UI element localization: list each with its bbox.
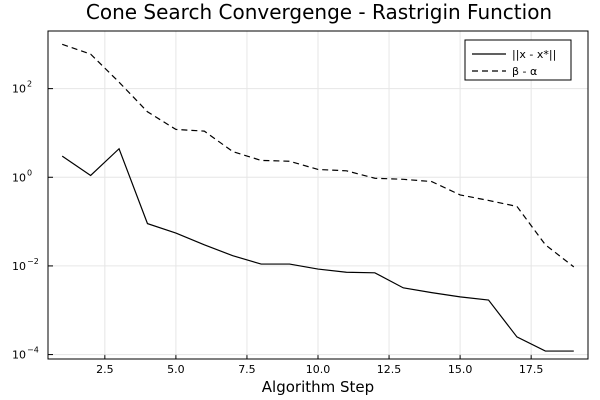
y-tick-label: 10 −2 xyxy=(12,257,39,273)
x-axis-label: Algorithm Step xyxy=(262,378,374,396)
x-tick-label: 15.0 xyxy=(448,363,473,376)
x-tick-label: 17.5 xyxy=(519,363,544,376)
x-tick-label: 12.5 xyxy=(377,363,402,376)
x-tick-labels: 2.5 5.0 7.5 10.0 12.5 15.0 17.5 xyxy=(96,363,543,376)
series-line-2 xyxy=(62,43,575,268)
series-line-1 xyxy=(61,147,574,352)
x-tick-label: 10.0 xyxy=(306,363,331,376)
legend-label: ||x - x*|| xyxy=(512,48,556,61)
y-tick-base: 10 xyxy=(12,83,26,96)
plot-frame xyxy=(47,30,589,360)
y-tick-exponent: −4 xyxy=(27,346,39,355)
legend-label: β - α xyxy=(512,65,537,78)
series-layer xyxy=(61,43,575,352)
y-tick-label: 10 2 xyxy=(12,80,32,96)
y-tick-label: 10 0 xyxy=(12,168,32,184)
y-tick-label: 10 −4 xyxy=(12,346,39,362)
x-tick-label: 2.5 xyxy=(96,363,114,376)
y-tick-base: 10 xyxy=(12,349,26,362)
chart-title: Cone Search Convergenge - Rastrigin Func… xyxy=(86,0,552,24)
legend: ||x - x*|| β - α xyxy=(464,39,572,81)
y-tick-base: 10 xyxy=(12,171,26,184)
y-tick-exponent: −2 xyxy=(27,257,39,266)
x-tick-label: 5.0 xyxy=(167,363,185,376)
y-tick-base: 10 xyxy=(12,260,26,273)
legend-box xyxy=(464,39,572,81)
y-tick-exponent: 2 xyxy=(27,80,32,89)
grid-layer xyxy=(48,31,588,359)
x-tick-label: 7.5 xyxy=(238,363,256,376)
y-tick-exponent: 0 xyxy=(27,168,32,177)
